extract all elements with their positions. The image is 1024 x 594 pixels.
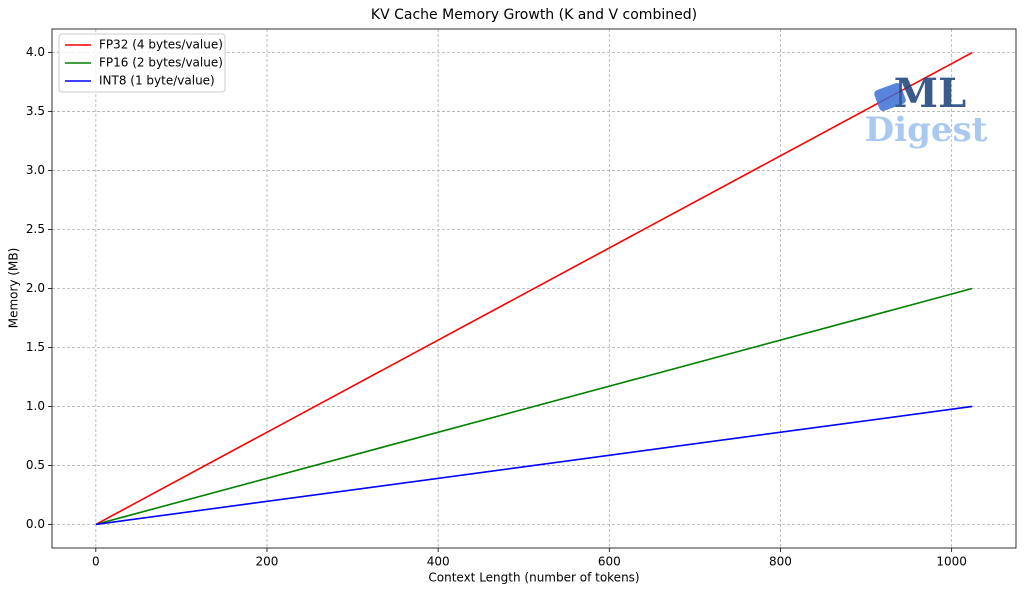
y-axis-label: Memory (MB)	[7, 248, 21, 329]
y-tick-label: 0.0	[26, 517, 45, 531]
watermark-icon	[874, 83, 906, 111]
x-tick-label: 600	[598, 555, 621, 569]
y-tick-label: 1.5	[26, 340, 45, 354]
data-line	[95, 287, 973, 526]
legend-label: FP32 (4 bytes/value)	[99, 38, 223, 52]
y-tick-label: 0.5	[26, 458, 45, 472]
watermark-text: ML	[894, 70, 966, 117]
y-tick-label: 2.0	[26, 281, 45, 295]
data-line	[95, 51, 973, 526]
y-tick-label: 2.5	[26, 222, 45, 236]
x-tick-label: 800	[769, 555, 792, 569]
x-tick-label: 400	[427, 555, 450, 569]
y-tick-label: 4.0	[26, 45, 45, 59]
y-tick-label: 3.0	[26, 163, 45, 177]
y-tick-label: 1.0	[26, 399, 45, 413]
x-tick-label: 0	[92, 555, 100, 569]
watermark: ML Digest	[865, 70, 988, 150]
watermark-text: Digest	[865, 110, 988, 150]
x-axis-label: Context Length (number of tokens)	[428, 571, 639, 585]
x-tick-label: 1000	[936, 555, 967, 569]
legend: FP32 (4 bytes/value) FP16 (2 bytes/value)…	[58, 33, 226, 93]
y-tick-label: 3.5	[26, 104, 45, 118]
x-tick-label: 200	[256, 555, 279, 569]
data-line	[95, 405, 973, 526]
legend-label: FP16 (2 bytes/value)	[99, 56, 223, 70]
legend-box	[58, 33, 226, 93]
chart-title: KV Cache Memory Growth (K and V combined…	[371, 7, 697, 23]
plot-lines	[95, 51, 973, 526]
legend-label: INT8 (1 byte/value)	[99, 74, 215, 88]
